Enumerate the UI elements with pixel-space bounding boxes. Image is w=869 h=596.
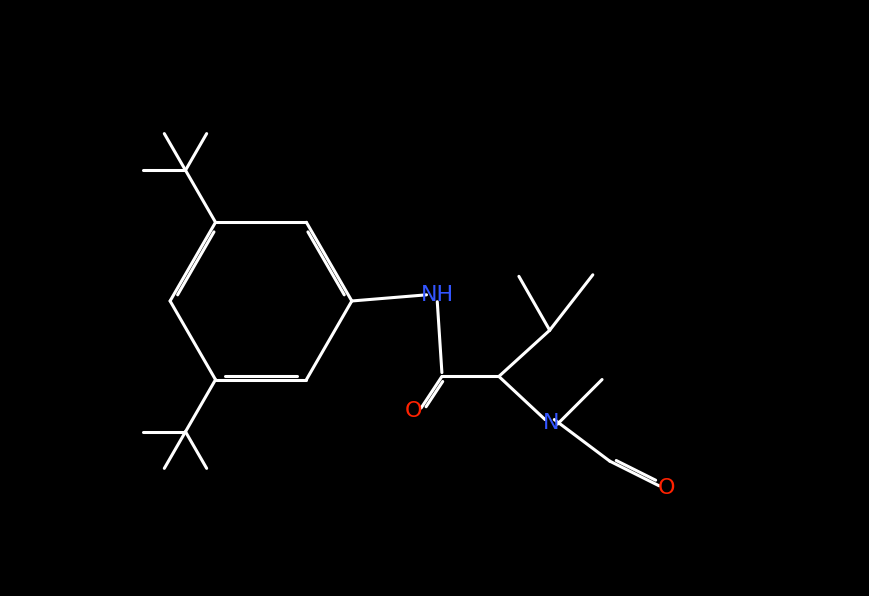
Text: N: N [543, 412, 560, 433]
Text: NH: NH [421, 285, 454, 305]
Text: O: O [658, 478, 675, 498]
Text: O: O [405, 401, 422, 421]
